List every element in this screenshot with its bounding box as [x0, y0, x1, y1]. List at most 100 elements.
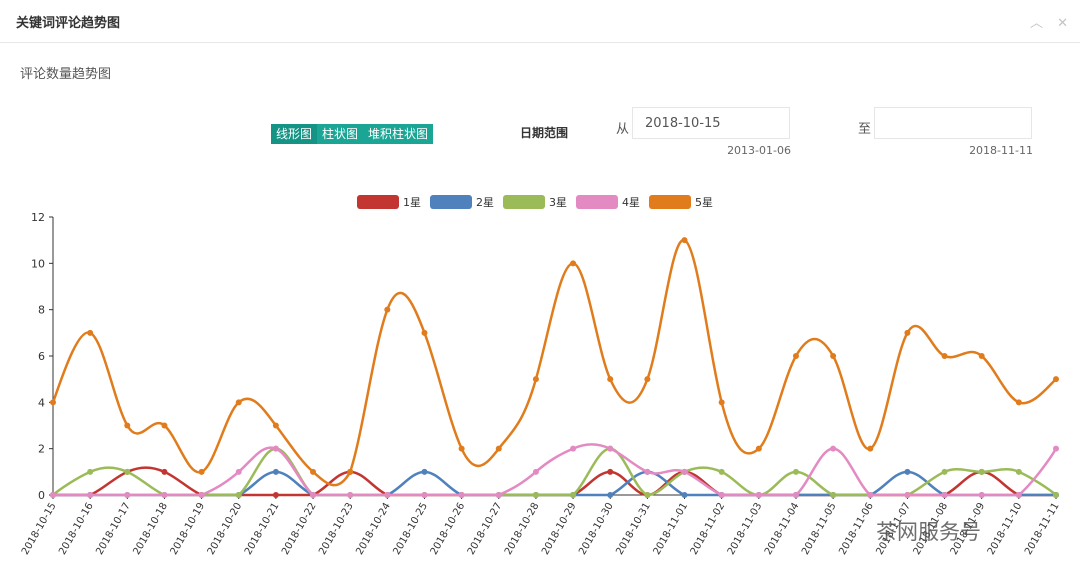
from-date-input[interactable] — [632, 107, 790, 139]
data-point-4 — [161, 492, 168, 498]
data-point-3 — [718, 468, 725, 475]
data-point-5 — [867, 445, 874, 452]
line-chart-button[interactable]: 线形图 — [271, 124, 318, 144]
data-point-5 — [347, 468, 354, 475]
y-tick-label: 10 — [31, 257, 45, 270]
x-tick-label: 2018-11-06 — [837, 501, 876, 557]
x-tick-label: 2018-10-26 — [429, 501, 468, 557]
data-point-4 — [87, 492, 94, 498]
legend-label-5: 5星 — [695, 196, 713, 209]
data-point-4 — [570, 445, 577, 452]
legend-label-1: 1星 — [403, 196, 421, 209]
data-point-4 — [235, 468, 242, 475]
data-point-4 — [495, 492, 502, 498]
y-tick-label: 12 — [31, 211, 45, 224]
series-line-2 — [53, 470, 1056, 497]
data-point-4 — [1053, 445, 1059, 452]
data-point-5 — [421, 329, 428, 336]
legend-label-2: 2星 — [476, 196, 494, 209]
chart-type-toggle: 线形图 柱状图 堆积柱状图 — [271, 124, 434, 144]
data-point-3 — [644, 492, 651, 498]
data-point-5 — [50, 399, 56, 406]
legend-swatch-5 — [649, 195, 691, 209]
bar-chart-button[interactable]: 柱状图 — [317, 124, 364, 144]
x-tick-label: 2018-10-28 — [503, 501, 542, 557]
from-label: 从 — [616, 122, 630, 137]
data-point-4 — [792, 492, 799, 498]
x-tick-label: 2018-10-15 — [20, 501, 59, 557]
data-point-4 — [607, 445, 614, 452]
x-tick-label: 2018-10-24 — [354, 501, 393, 557]
x-tick-label: 2018-10-20 — [206, 501, 245, 557]
x-tick-label: 2018-10-22 — [280, 501, 319, 557]
date-range-label: 日期范围 — [520, 126, 569, 140]
y-tick-label: 8 — [38, 304, 45, 317]
panel-header: 关键词评论趋势图 ︿ ✕ — [0, 0, 1080, 43]
data-point-5 — [235, 399, 242, 406]
data-point-4 — [755, 492, 762, 498]
x-tick-label: 2018-10-19 — [169, 501, 208, 557]
x-tick-label: 2018-11-01 — [652, 501, 691, 557]
x-tick-label: 2018-11-05 — [800, 501, 839, 557]
x-tick-label: 2018-10-17 — [94, 501, 133, 557]
data-point-4 — [532, 468, 539, 475]
data-point-4 — [310, 492, 317, 498]
data-point-5 — [384, 306, 391, 313]
data-point-4 — [718, 492, 725, 498]
data-point-5 — [458, 445, 465, 452]
data-point-5 — [124, 422, 131, 429]
legend-swatch-4 — [576, 195, 618, 209]
data-point-4 — [347, 492, 354, 498]
y-tick-label: 6 — [38, 350, 45, 363]
data-point-5 — [941, 353, 948, 359]
x-tick-label: 2018-10-29 — [540, 501, 579, 557]
data-point-5 — [198, 468, 205, 475]
from-date-hint: 2013-01-06 — [727, 144, 791, 157]
x-tick-label: 2018-11-11 — [1023, 501, 1062, 557]
data-point-3 — [792, 468, 799, 475]
y-tick-label: 0 — [38, 489, 45, 502]
data-point-5 — [978, 353, 985, 359]
data-point-5 — [272, 422, 279, 429]
y-tick-label: 2 — [38, 443, 45, 456]
data-point-3 — [124, 468, 131, 475]
data-point-4 — [1015, 492, 1022, 498]
x-tick-label: 2018-11-04 — [763, 501, 802, 557]
close-icon[interactable]: ✕ — [1057, 16, 1068, 31]
to-label: 至 — [858, 122, 872, 137]
data-point-3 — [87, 468, 94, 475]
data-point-5 — [755, 445, 762, 452]
data-point-4 — [384, 492, 391, 498]
data-point-1 — [161, 468, 168, 475]
data-point-5 — [681, 237, 688, 244]
data-point-3 — [941, 468, 948, 475]
data-point-4 — [124, 492, 131, 498]
x-tick-label: 2018-11-02 — [689, 501, 728, 557]
data-point-4 — [421, 492, 428, 498]
series-line-4 — [53, 443, 1058, 497]
data-point-1 — [607, 468, 614, 475]
data-point-5 — [161, 422, 168, 429]
x-tick-label: 2018-10-18 — [131, 501, 170, 557]
x-tick-label: 2018-10-25 — [391, 501, 430, 557]
panel-title: 关键词评论趋势图 — [16, 16, 121, 31]
x-tick-label: 2018-10-23 — [317, 501, 356, 557]
to-date-hint: 2018-11-11 — [969, 144, 1033, 157]
data-point-5 — [644, 376, 651, 383]
legend-label-3: 3星 — [549, 196, 567, 209]
data-point-1 — [272, 492, 279, 498]
legend-label-4: 4星 — [622, 196, 640, 209]
data-point-2 — [607, 492, 614, 498]
legend-swatch-1 — [357, 195, 399, 209]
series-line-5 — [51, 238, 1057, 487]
x-tick-label: 2018-11-03 — [726, 501, 765, 557]
data-point-2 — [904, 468, 911, 475]
stacked-bar-chart-button[interactable]: 堆积柱状图 — [363, 124, 434, 144]
data-point-4 — [458, 492, 465, 498]
x-tick-label: 2018-10-30 — [577, 501, 616, 557]
data-point-5 — [607, 376, 614, 383]
data-point-3 — [830, 492, 837, 498]
to-date-input[interactable] — [874, 107, 1032, 139]
data-point-5 — [532, 376, 539, 383]
chevron-up-icon[interactable]: ︿ — [1029, 16, 1043, 31]
